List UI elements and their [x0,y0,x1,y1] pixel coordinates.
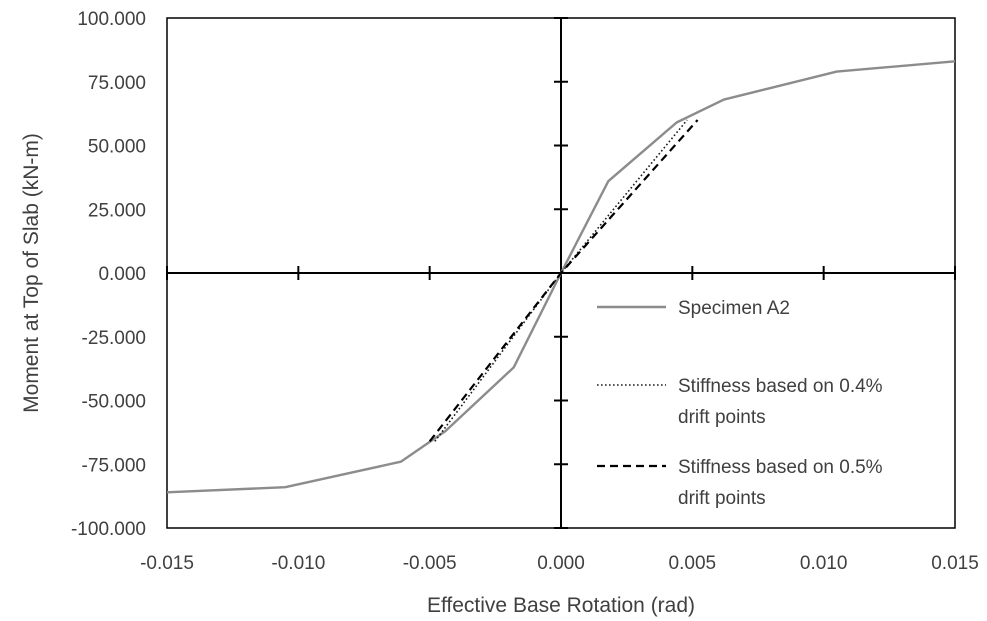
legend-label-1: Specimen A2 [678,298,790,319]
x-axis-title: Effective Base Rotation (rad) [427,594,695,617]
x-tick-label: 0.000 [537,553,585,574]
series-layer [166,60,956,494]
x-tick-label: -0.010 [271,553,325,574]
x-tick-label: 0.005 [669,553,717,574]
y-tick-label: 25.000 [88,200,146,221]
tick-labels: -0.015 -0.010 -0.005 0.000 0.005 0.010 0.015 10… [71,9,979,574]
y-tick-label: 0.000 [98,264,146,285]
y-tick-label: -100.000 [71,519,146,540]
x-tick-label: -0.005 [403,553,457,574]
x-tick-label: 0.015 [931,553,979,574]
y-tick-label: -50.000 [82,392,146,413]
legend-label-2: drift points [678,407,766,428]
legend-label-3: drift points [678,488,766,509]
x-tick-label: -0.015 [140,553,194,574]
y-tick-label: -75.000 [82,455,146,476]
legend-label-2: Stiffness based on 0.4% [678,376,883,397]
x-tick-label: 0.010 [800,553,848,574]
y-tick-label: 75.000 [88,73,146,94]
legend-label-3: Stiffness based on 0.5% [678,457,883,478]
y-axis-title: Moment at Top of Slab (kN-m) [20,133,43,413]
legend: Specimen A2 Stiffness based on 0.4% drift … [597,298,883,509]
y-tick-label: -25.000 [82,328,146,349]
series-line-3 [428,119,699,442]
y-tick-label: 50.000 [88,137,146,158]
y-tick-label: 100.000 [77,9,146,30]
